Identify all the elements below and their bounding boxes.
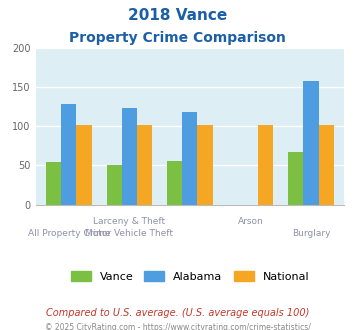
Text: © 2025 CityRating.com - https://www.cityrating.com/crime-statistics/: © 2025 CityRating.com - https://www.city… bbox=[45, 323, 310, 330]
Bar bbox=[76, 125, 92, 205]
Text: Larceny & Theft: Larceny & Theft bbox=[93, 217, 165, 226]
Bar bbox=[46, 162, 61, 205]
Bar bbox=[137, 125, 152, 205]
Bar bbox=[61, 104, 76, 205]
Bar bbox=[106, 165, 122, 205]
Bar bbox=[288, 152, 304, 205]
Bar bbox=[182, 112, 197, 205]
Bar bbox=[122, 108, 137, 205]
Bar bbox=[197, 125, 213, 205]
Text: Property Crime Comparison: Property Crime Comparison bbox=[69, 31, 286, 45]
Text: 2018 Vance: 2018 Vance bbox=[128, 8, 227, 23]
Legend: Vance, Alabama, National: Vance, Alabama, National bbox=[66, 267, 313, 286]
Bar bbox=[304, 81, 319, 205]
Text: Burglary: Burglary bbox=[292, 229, 330, 238]
Text: All Property Crime: All Property Crime bbox=[28, 229, 110, 238]
Bar bbox=[167, 161, 182, 205]
Text: Compared to U.S. average. (U.S. average equals 100): Compared to U.S. average. (U.S. average … bbox=[46, 308, 309, 317]
Bar bbox=[258, 125, 273, 205]
Text: Motor Vehicle Theft: Motor Vehicle Theft bbox=[85, 229, 173, 238]
Text: Arson: Arson bbox=[237, 217, 263, 226]
Bar bbox=[319, 125, 334, 205]
